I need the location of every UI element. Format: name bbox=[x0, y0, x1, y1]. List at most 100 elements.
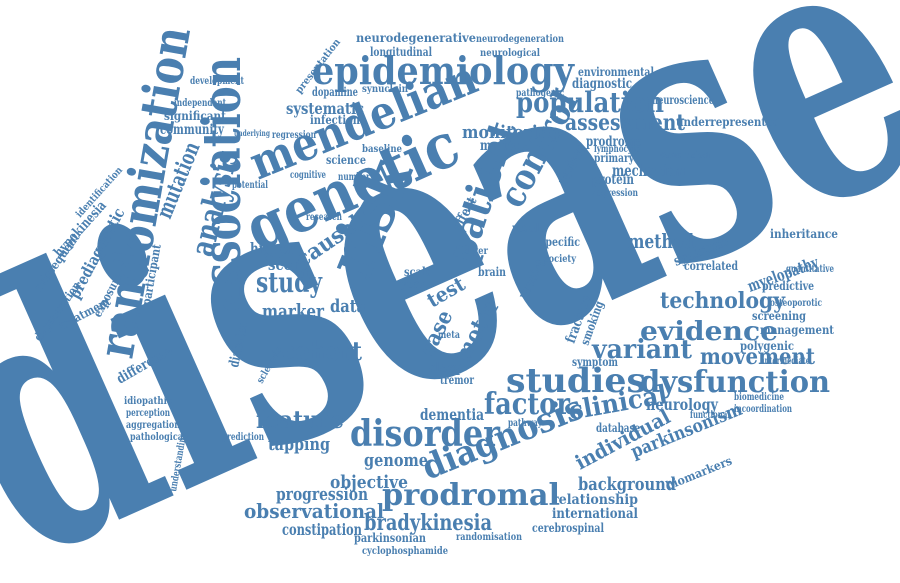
word-community: community bbox=[160, 122, 225, 138]
word-primary: primary bbox=[594, 151, 635, 165]
word-osteoporotic: osteoporotic bbox=[770, 298, 822, 309]
word-synuclein: synuclein bbox=[362, 84, 409, 95]
word-factor: factor bbox=[484, 387, 571, 422]
word-functional: functional bbox=[690, 410, 730, 421]
word-significant: significant bbox=[164, 109, 226, 123]
word-lower: lower bbox=[462, 246, 489, 257]
word-monitoring: monitoring bbox=[462, 122, 560, 143]
word-epidemiology: epidemiology bbox=[312, 48, 575, 93]
word-symptom: symptom bbox=[572, 355, 618, 369]
word-meta: meta bbox=[438, 330, 460, 341]
word-genome: genome bbox=[364, 450, 428, 471]
word-underlying: underlying bbox=[234, 128, 270, 138]
word-number: number bbox=[338, 172, 371, 183]
word-dysfunction: dysfunction bbox=[640, 365, 830, 400]
word-environmental: environmental bbox=[578, 65, 654, 79]
word-prodromal: prodromal bbox=[382, 478, 560, 513]
word-database: database bbox=[596, 421, 640, 435]
word-specific: specific bbox=[540, 235, 580, 249]
word-higher: higher bbox=[250, 239, 294, 258]
word-population: population bbox=[516, 86, 664, 119]
word-variant: variant bbox=[591, 335, 692, 365]
word-result: result bbox=[512, 221, 544, 235]
word-infection: infection bbox=[310, 113, 360, 127]
word-pathway: pathway bbox=[508, 418, 543, 429]
word-dementia: dementia bbox=[420, 405, 484, 424]
word-perception: perception bbox=[126, 408, 171, 419]
word-underrepresented: underrepresented bbox=[676, 115, 781, 129]
word-mechanism: mechanism bbox=[612, 161, 686, 180]
word-objective: objective bbox=[330, 472, 408, 493]
word-protein: protein bbox=[592, 172, 634, 188]
word-assessment: assessment bbox=[565, 110, 686, 136]
word-pathogenic: pathogenic bbox=[516, 88, 564, 99]
word-technology: technology bbox=[660, 288, 786, 314]
word-tremor: tremor bbox=[440, 373, 474, 387]
word-aggregation: aggregation bbox=[126, 420, 181, 431]
word-data: data bbox=[330, 296, 366, 317]
word-inheritance: inheritance bbox=[770, 227, 838, 241]
word-longitudinal: longitudinal bbox=[370, 45, 432, 59]
word-cerebrospinal: cerebrospinal bbox=[532, 521, 604, 535]
word-neurodegeneration: neurodegeneration bbox=[476, 34, 565, 45]
word-neurological: neurological bbox=[480, 48, 540, 59]
word-constipation: constipation bbox=[282, 520, 362, 539]
word-relationship: relationship bbox=[552, 492, 638, 508]
word-depression: depression bbox=[592, 188, 639, 199]
word-neurology: neurology bbox=[646, 395, 719, 414]
word-pathological: pathological bbox=[130, 432, 186, 443]
word-development: development bbox=[190, 76, 244, 87]
word-baseline: baseline bbox=[362, 144, 402, 155]
word-disorder: disorder bbox=[350, 413, 501, 455]
word-method: method bbox=[628, 229, 694, 253]
word-management: management bbox=[760, 323, 834, 337]
word-neuroscience: neuroscience bbox=[652, 93, 714, 107]
word-randomisation: randomisation bbox=[456, 532, 523, 543]
word-society: society bbox=[544, 254, 577, 265]
word-tapping: tapping bbox=[268, 434, 330, 455]
word-progression: progression bbox=[276, 484, 368, 505]
word-systematic: systematic bbox=[286, 99, 364, 118]
word-study: study bbox=[256, 266, 323, 299]
word-international: international bbox=[552, 506, 638, 522]
word-background: background bbox=[578, 474, 676, 495]
word-sleep: sleep bbox=[428, 360, 464, 376]
word-idiopathic: idiopathic bbox=[124, 396, 172, 407]
word-studies: studies bbox=[506, 361, 646, 401]
word-cohort: cohort bbox=[282, 337, 362, 367]
word-movement: movement bbox=[700, 344, 816, 370]
word-marker: marker bbox=[262, 299, 324, 323]
word-science: science bbox=[326, 153, 366, 167]
word-quantitative: quantitative bbox=[786, 264, 834, 275]
word-multiple: multiple bbox=[480, 138, 530, 154]
word-association: association bbox=[192, 57, 253, 312]
word-lymphocyte: lymphocyte bbox=[594, 144, 640, 155]
word-incoordination: incoordination bbox=[734, 404, 793, 415]
word-brain: brain bbox=[478, 265, 506, 279]
word-year: year bbox=[399, 277, 427, 291]
word-prediction: prediction bbox=[222, 432, 265, 443]
word-potential: potential bbox=[232, 180, 268, 191]
word-biomedicine: biomedicine bbox=[734, 392, 784, 403]
word-correlated: correlated bbox=[684, 259, 738, 273]
word-polygenic: polygenic bbox=[740, 339, 794, 353]
word-intermediate: intermediate bbox=[762, 356, 810, 367]
word-evidence: evidence bbox=[640, 317, 778, 347]
word-prodrome: prodrome bbox=[586, 134, 642, 150]
word-diagnostic: diagnostic bbox=[572, 76, 632, 92]
word-cognitive: cognitive bbox=[290, 170, 326, 181]
word-observational: observational bbox=[244, 499, 384, 523]
word-bradykinesia: bradykinesia bbox=[364, 510, 492, 536]
word-screening: screening bbox=[752, 309, 806, 323]
word-parkinsonian: parkinsonian bbox=[354, 531, 426, 545]
word-scale: scale bbox=[404, 265, 432, 279]
word-feature: feature bbox=[256, 405, 344, 434]
word-score: score bbox=[268, 255, 308, 274]
word-predictive: predictive bbox=[762, 279, 814, 293]
word-independent: independent bbox=[174, 98, 226, 109]
word-conclusion: conclusion bbox=[660, 150, 711, 161]
word-dopamine: dopamine bbox=[312, 85, 358, 99]
word-regression: regression bbox=[272, 130, 317, 141]
word-cyclophosphamide: cyclophosphamide bbox=[362, 546, 448, 557]
